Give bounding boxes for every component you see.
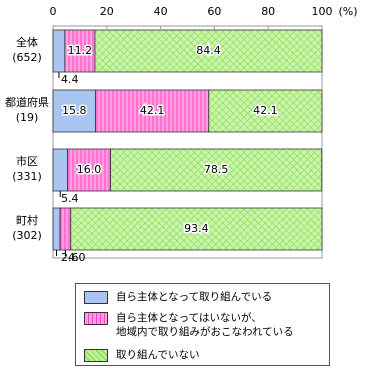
x-tick-label: 0 bbox=[50, 5, 57, 18]
legend-swatch bbox=[84, 291, 108, 304]
value-label: 5.4 bbox=[61, 192, 79, 205]
value-label: 11.2 bbox=[68, 44, 93, 57]
value-label: 42.1 bbox=[253, 104, 278, 117]
legend-item: 取り組んでいない bbox=[84, 348, 199, 362]
bar-segment bbox=[70, 207, 323, 251]
bar-segment bbox=[110, 148, 323, 192]
x-tick-label: 80 bbox=[261, 5, 275, 18]
bar-segment bbox=[95, 89, 210, 133]
legend-swatch bbox=[84, 312, 108, 325]
bar-segment bbox=[94, 29, 323, 73]
legend-label: 自ら主体となって取り組んでいる bbox=[116, 291, 273, 303]
bar-segment bbox=[64, 29, 96, 73]
legend-label: 取り組んでいない bbox=[116, 349, 200, 361]
x-tick-label: 40 bbox=[154, 5, 168, 18]
legend-swatch bbox=[84, 349, 108, 362]
y-tick-label: 町村 bbox=[16, 213, 38, 227]
y-tick-label: 都道府県 bbox=[5, 95, 49, 109]
value-label: 93.4 bbox=[184, 222, 209, 235]
legend-item: 自ら主体となって取り組んでいる bbox=[84, 290, 272, 304]
value-label: 42.1 bbox=[140, 104, 165, 117]
plot-frame bbox=[52, 25, 323, 259]
bar-segment bbox=[52, 207, 61, 251]
value-label: 4.4 bbox=[61, 73, 79, 86]
value-label: 15.8 bbox=[62, 104, 87, 117]
x-tick-label: 20 bbox=[100, 5, 114, 18]
y-tick-label: (331) bbox=[12, 170, 42, 183]
x-tick-label: 60 bbox=[207, 5, 221, 18]
legend-label: 自ら主体となってはいないが、 地域内で取り組みがおこなわれている bbox=[116, 312, 294, 338]
bar-segment bbox=[208, 89, 323, 133]
x-unit: (%) bbox=[338, 5, 357, 18]
y-tick-label: (652) bbox=[12, 51, 42, 64]
value-label: 16.0 bbox=[77, 163, 102, 176]
x-tick-label: 100 bbox=[312, 5, 333, 18]
value-label: 84.4 bbox=[196, 44, 221, 57]
bar-segment bbox=[59, 207, 72, 251]
y-tick-label: 市区 bbox=[16, 154, 38, 168]
chart: (%) 0 20 40 60 80 100 全体 (652) 4.4 11.2 84.4 都道府県 (1… bbox=[5, 5, 358, 264]
y-tick-label: (302) bbox=[12, 229, 42, 242]
bar-segment bbox=[52, 29, 66, 73]
bar-segment bbox=[52, 148, 68, 192]
y-tick-label: (19) bbox=[16, 111, 39, 124]
legend: 自ら主体となって取り組んでいる自ら主体となってはいないが、 地域内で取り組みがお… bbox=[75, 283, 330, 366]
y-tick-label: 全体 bbox=[16, 35, 38, 49]
bar-segment bbox=[52, 89, 96, 133]
value-label: 4.0 bbox=[68, 251, 86, 264]
bar-segment bbox=[67, 148, 111, 192]
legend-item: 自ら主体となってはいないが、 地域内で取り組みがおこなわれている bbox=[84, 311, 294, 339]
value-label: 78.5 bbox=[204, 163, 229, 176]
